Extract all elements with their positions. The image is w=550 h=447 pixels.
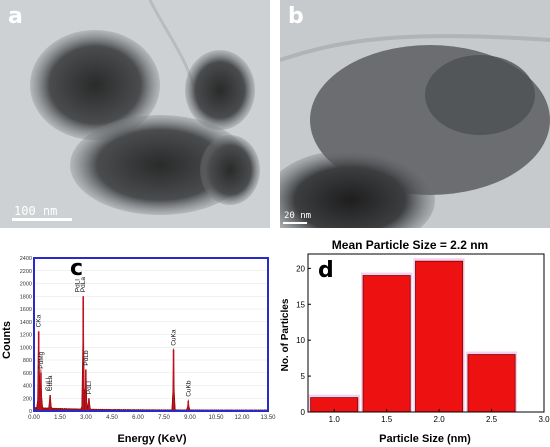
histogram-bar (415, 260, 464, 413)
panel-d-letter: d (318, 258, 334, 283)
edx-x-tick-label: 9.00 (184, 415, 196, 421)
histogram-y-tick-label: 15 (296, 300, 305, 309)
histogram-y-tick-label: 20 (296, 264, 305, 273)
edx-y-tick-label: 1400 (20, 320, 32, 326)
edx-peak-label: CuKb (185, 380, 192, 397)
edx-y-tick-label: 1000 (20, 345, 32, 351)
edx-y-tick-label: 1200 (20, 333, 32, 339)
histogram-x-tick-label: 2.5 (486, 415, 498, 424)
histogram-plot-frame (307, 253, 545, 413)
histogram-panel-d: 0 5 10 15 20 1.0 1.5 2.0 2.5 3.0 Mean Particle Si… (280, 240, 550, 447)
edx-y-tick-label: 600 (23, 371, 32, 377)
tem-image-b (280, 0, 550, 228)
panel-a-letter: a (8, 4, 23, 29)
edx-peak-label: CuLa (47, 375, 54, 391)
edx-x-tick-label: 0.00 (28, 415, 40, 421)
edx-x-tick-label: 7.50 (158, 415, 170, 421)
edx-x-tick-label: 6.00 (132, 415, 144, 421)
edx-peak-label: CuLl (45, 377, 52, 391)
edx-peak-label: PdLb (83, 350, 90, 366)
edx-peak-label: PdLl (86, 381, 93, 395)
edx-y-tick-label: 1600 (20, 307, 32, 313)
edx-peak-label: CuKa (171, 329, 178, 346)
panel-b-scalebar (283, 222, 307, 224)
panel-c-letter: c (70, 256, 84, 281)
histogram-y-tick-label: 10 (296, 336, 305, 345)
edx-spectrum-panel-c: 0 200 400 600 800 1000 1200 1400 1600 1800 2000 220… (0, 250, 280, 447)
edx-y-tick-label: 2000 (20, 282, 32, 288)
histogram-bar (362, 275, 411, 413)
edx-peak-label: CKa (36, 314, 43, 327)
edx-plot-frame (33, 257, 269, 412)
edx-spectrum-trace (33, 299, 269, 412)
edx-y-tick-label: 400 (23, 384, 32, 390)
histogram-bar (467, 354, 516, 413)
histogram-x-axis-label: Particle Size (nm) (379, 433, 471, 445)
edx-peak-label: PdLl (74, 279, 81, 293)
edx-peak-label: PdLa (80, 277, 87, 293)
panel-b-letter: b (288, 4, 304, 29)
histogram-y-axis-label: No. of Particles (280, 298, 291, 371)
histogram-x-tick-label: 1.5 (381, 415, 393, 424)
edx-x-tick-label: 4.50 (106, 415, 118, 421)
histogram-y-tick-label: 5 (301, 372, 306, 381)
histogram-x-tick-label: 1.0 (329, 415, 341, 424)
panel-a-scale-label: 100 nm (14, 204, 58, 218)
edx-x-tick-label: 10.50 (208, 415, 224, 421)
edx-y-axis-label: Counts (1, 321, 13, 359)
tem-image-panel-a: a 100 nm (0, 0, 270, 228)
edx-y-tick-label: 800 (23, 358, 32, 364)
panel-a-scalebar (12, 218, 72, 221)
tem-image-panel-b: b 20 nm (280, 0, 550, 228)
edx-spectrum-chart: 0 200 400 600 800 1000 1200 1400 1600 1800 2000 220… (1, 256, 276, 445)
particle-size-histogram: 0 5 10 15 20 1.0 1.5 2.0 2.5 3.0 Mean Particle Si… (280, 240, 550, 445)
histogram-x-tick-label: 2.0 (434, 415, 446, 424)
histogram-title: Mean Particle Size = 2.2 nm (332, 240, 488, 252)
histogram-y-tick-label: 0 (301, 408, 306, 417)
edx-y-tick-label: 2200 (20, 269, 32, 275)
edx-y-tick-label: 0 (29, 409, 32, 415)
tem-image-a (0, 0, 270, 228)
edx-x-tick-label: 3.00 (80, 415, 92, 421)
edx-x-tick-label: 1.50 (54, 415, 66, 421)
edx-x-axis-label: Energy (KeV) (117, 433, 186, 445)
edx-peak-label: PdMg (38, 351, 45, 368)
edx-y-tick-label: 2400 (20, 256, 32, 262)
edx-y-tick-label: 200 (23, 396, 32, 402)
histogram-x-tick-label: 3.0 (538, 415, 550, 424)
edx-y-tick-label: 1800 (20, 294, 32, 300)
panel-b-scale-label: 20 nm (284, 211, 312, 221)
edx-x-tick-label: 12.00 (234, 415, 250, 421)
edx-x-tick-label: 13.50 (260, 415, 276, 421)
